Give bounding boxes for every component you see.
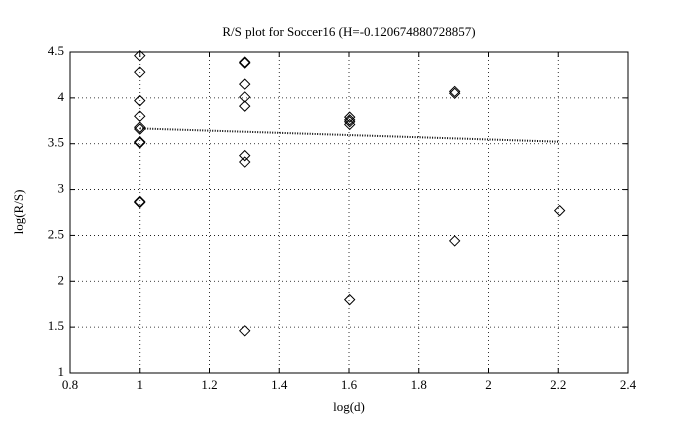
x-tick-label: 1.2 <box>201 377 217 392</box>
y-tick-label: 4 <box>58 89 65 104</box>
point <box>239 56 251 68</box>
y-tick-label: 4.5 <box>48 43 64 58</box>
fit-line <box>139 127 560 143</box>
point <box>134 195 146 208</box>
point <box>343 114 356 126</box>
chart-title: R/S plot for Soccer16 (H=-0.120674880728… <box>222 24 475 39</box>
point <box>448 87 461 99</box>
y-tick-label: 2 <box>58 272 65 287</box>
point <box>134 110 146 122</box>
x-tick-label: 1 <box>137 377 144 392</box>
x-tick-label: 2 <box>485 377 492 392</box>
point <box>448 85 461 98</box>
point <box>343 118 356 131</box>
y-axis-label: log(R/S) <box>11 190 26 235</box>
point <box>343 115 356 128</box>
x-axis-label: log(d) <box>333 399 365 414</box>
y-tick-label: 2.5 <box>48 226 64 241</box>
point <box>343 293 356 306</box>
point <box>134 49 146 62</box>
point <box>134 196 146 209</box>
point <box>239 91 251 103</box>
point <box>134 136 146 148</box>
x-tick-label: 2.4 <box>620 377 637 392</box>
y-tick-label: 1 <box>58 364 65 379</box>
point <box>134 121 146 133</box>
point <box>239 57 251 69</box>
point <box>239 325 251 337</box>
x-tick-label: 1.6 <box>341 377 358 392</box>
x-tick-label: 0.8 <box>62 377 78 392</box>
y-tick-label: 1.5 <box>48 318 64 333</box>
point <box>239 100 251 112</box>
y-tick-label: 3 <box>58 181 65 196</box>
point <box>343 111 356 123</box>
point <box>239 156 251 168</box>
point <box>134 66 146 78</box>
x-tick-label: 1.8 <box>411 377 427 392</box>
x-tick-label: 2.2 <box>550 377 566 392</box>
point <box>134 94 146 107</box>
x-tick-label: 1.4 <box>271 377 288 392</box>
plot-frame <box>69 51 629 374</box>
point <box>239 149 251 162</box>
point <box>239 78 251 90</box>
y-tick-label: 3.5 <box>48 135 64 150</box>
point <box>448 235 461 247</box>
point <box>134 137 146 149</box>
point <box>553 204 566 217</box>
point <box>134 123 146 135</box>
